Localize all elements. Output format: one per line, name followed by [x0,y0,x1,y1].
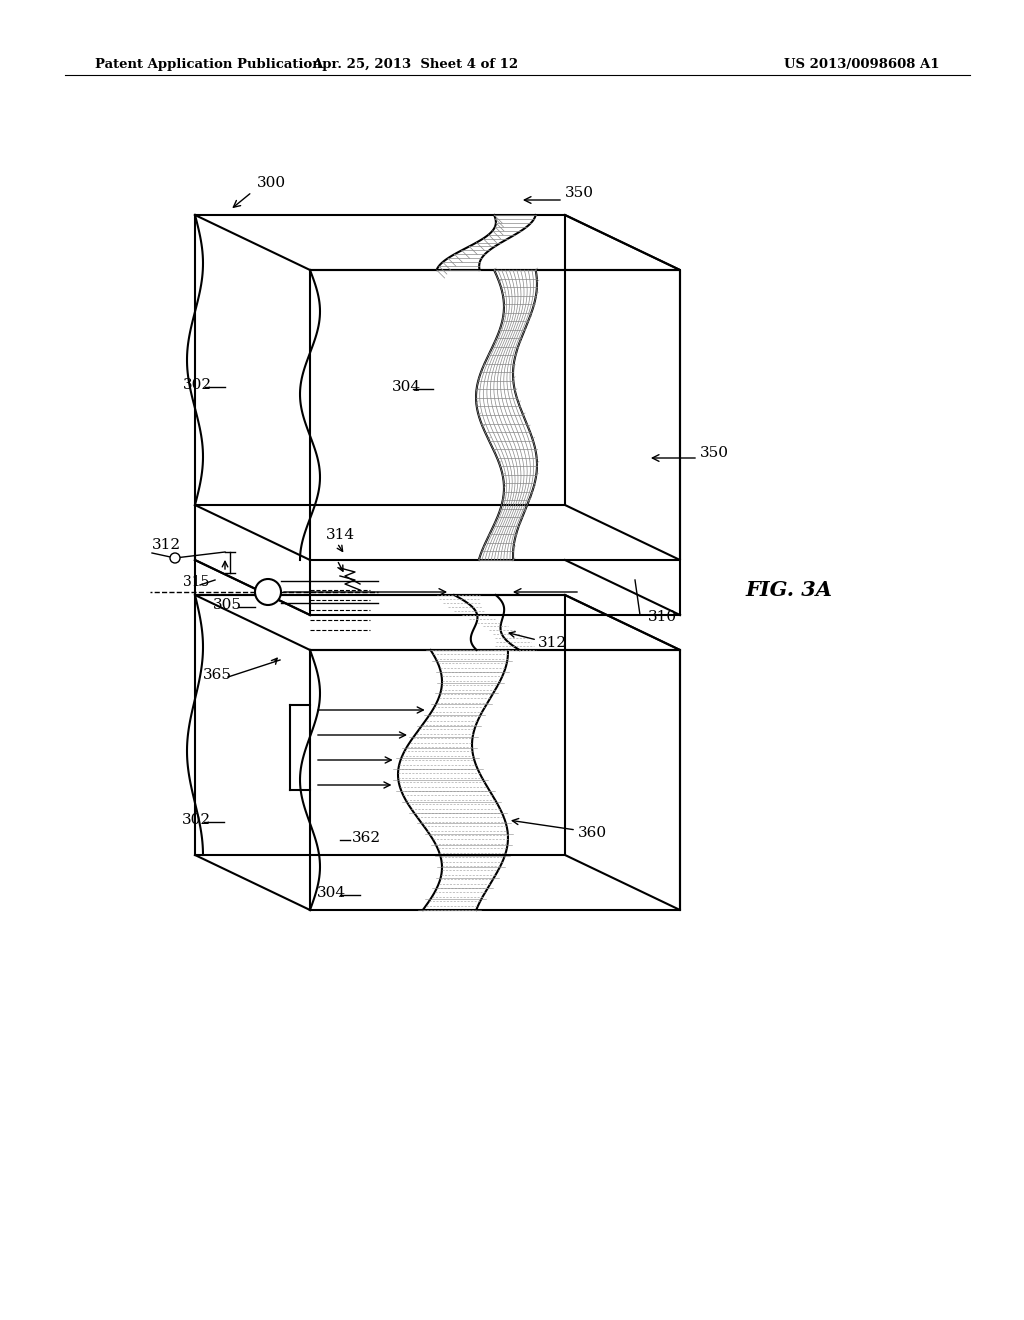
Text: 302: 302 [182,813,211,828]
Text: 302: 302 [183,378,212,392]
Text: Patent Application Publication: Patent Application Publication [95,58,322,71]
Text: 365: 365 [203,668,232,682]
Text: 315: 315 [183,576,209,589]
Text: 312: 312 [538,636,567,649]
Text: 312: 312 [152,539,181,552]
Text: FIG. 3A: FIG. 3A [745,579,831,601]
Text: 362: 362 [352,832,381,845]
Text: 304: 304 [392,380,421,393]
Text: 360: 360 [578,826,607,840]
Text: 305: 305 [213,598,242,612]
Text: 304: 304 [317,886,346,900]
Circle shape [170,553,180,564]
Text: 314: 314 [326,528,355,543]
Circle shape [255,579,281,605]
Text: 350: 350 [565,186,594,201]
Text: US 2013/0098608 A1: US 2013/0098608 A1 [784,58,940,71]
Text: 300: 300 [257,176,286,190]
Text: 310: 310 [648,610,677,624]
Text: Apr. 25, 2013  Sheet 4 of 12: Apr. 25, 2013 Sheet 4 of 12 [312,58,518,71]
Text: 350: 350 [700,446,729,459]
